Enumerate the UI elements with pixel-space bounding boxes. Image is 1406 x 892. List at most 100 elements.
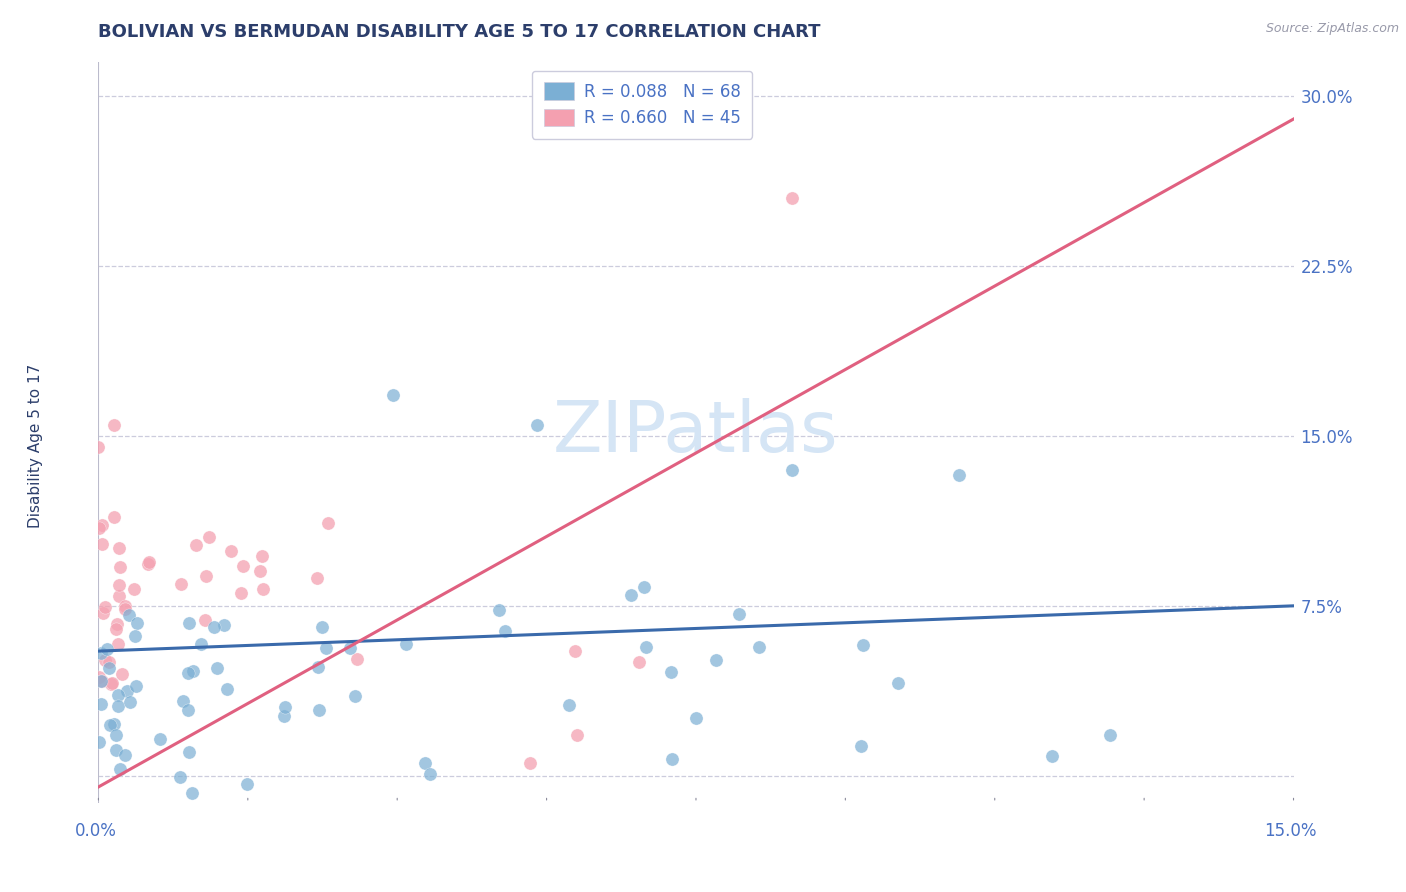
Point <box>249 564 271 578</box>
Point <box>620 588 643 602</box>
Point <box>780 463 803 477</box>
Point <box>488 603 510 617</box>
Text: 0.0%: 0.0% <box>75 822 117 839</box>
Point <box>948 467 970 482</box>
Point <box>138 555 160 569</box>
Point <box>311 620 333 634</box>
Point <box>105 728 128 742</box>
Point <box>169 576 191 591</box>
Point <box>316 516 339 530</box>
Point <box>219 544 242 558</box>
Point <box>91 537 114 551</box>
Point <box>94 653 117 667</box>
Point <box>307 660 329 674</box>
Point <box>634 640 657 654</box>
Text: Disability Age 5 to 17: Disability Age 5 to 17 <box>28 364 42 528</box>
Point <box>107 698 129 713</box>
Point <box>706 653 728 667</box>
Point <box>118 608 141 623</box>
Point <box>198 530 221 544</box>
Point <box>229 586 252 600</box>
Point <box>172 694 194 708</box>
Point <box>305 571 328 585</box>
Point <box>114 599 136 613</box>
Point <box>107 637 129 651</box>
Point <box>633 580 655 594</box>
Point <box>103 509 125 524</box>
Point <box>181 664 204 678</box>
Text: 15.0%: 15.0% <box>1264 822 1317 839</box>
Point <box>91 674 114 689</box>
Point <box>96 642 118 657</box>
Point <box>98 661 121 675</box>
Point <box>89 521 111 535</box>
Point <box>382 388 405 402</box>
Point <box>780 191 803 205</box>
Point <box>149 732 172 747</box>
Point <box>107 689 129 703</box>
Point <box>98 718 121 732</box>
Point <box>343 689 366 703</box>
Point <box>103 716 125 731</box>
Point <box>852 638 875 652</box>
Point <box>415 756 437 770</box>
Point <box>184 538 207 552</box>
Point <box>308 702 330 716</box>
Point <box>685 711 707 725</box>
Point <box>107 616 129 631</box>
Point <box>90 646 112 660</box>
Point <box>1099 728 1122 742</box>
Point <box>127 615 149 630</box>
Point <box>91 606 114 620</box>
Point <box>177 703 200 717</box>
Point <box>190 637 212 651</box>
Point <box>1040 749 1063 764</box>
Point <box>120 694 142 708</box>
Point <box>519 756 541 770</box>
Point <box>419 766 441 780</box>
Point <box>179 616 201 631</box>
Point <box>250 549 273 564</box>
Point <box>108 762 131 776</box>
Point <box>122 582 145 596</box>
Point <box>339 641 361 656</box>
Point <box>107 578 129 592</box>
Point <box>89 735 111 749</box>
Point <box>87 440 110 454</box>
Point <box>558 698 581 712</box>
Point <box>235 777 257 791</box>
Point <box>108 541 131 555</box>
Point <box>104 622 127 636</box>
Point <box>627 655 650 669</box>
Point <box>851 739 873 754</box>
Point <box>232 559 254 574</box>
Point <box>114 748 136 763</box>
Point <box>89 670 111 684</box>
Point <box>526 417 548 432</box>
Point <box>661 751 683 765</box>
Point <box>181 787 204 801</box>
Point <box>273 708 295 723</box>
Point <box>169 771 191 785</box>
Point <box>90 673 112 688</box>
Point <box>108 589 131 603</box>
Point <box>274 700 297 714</box>
Point <box>215 682 238 697</box>
Point <box>194 569 217 583</box>
Point <box>194 613 217 627</box>
Point <box>346 652 368 666</box>
Point <box>115 683 138 698</box>
Point <box>565 728 588 742</box>
Point <box>111 667 134 681</box>
Point <box>394 637 416 651</box>
Text: Source: ZipAtlas.com: Source: ZipAtlas.com <box>1265 22 1399 36</box>
Point <box>94 600 117 615</box>
Point <box>91 518 114 533</box>
Legend: R = 0.088   N = 68, R = 0.660   N = 45: R = 0.088 N = 68, R = 0.660 N = 45 <box>531 70 752 139</box>
Point <box>747 640 769 655</box>
Point <box>202 620 225 634</box>
Text: BOLIVIAN VS BERMUDAN DISABILITY AGE 5 TO 17 CORRELATION CHART: BOLIVIAN VS BERMUDAN DISABILITY AGE 5 TO… <box>98 23 821 41</box>
Point <box>728 607 751 622</box>
Point <box>90 697 112 711</box>
Point <box>124 629 146 643</box>
